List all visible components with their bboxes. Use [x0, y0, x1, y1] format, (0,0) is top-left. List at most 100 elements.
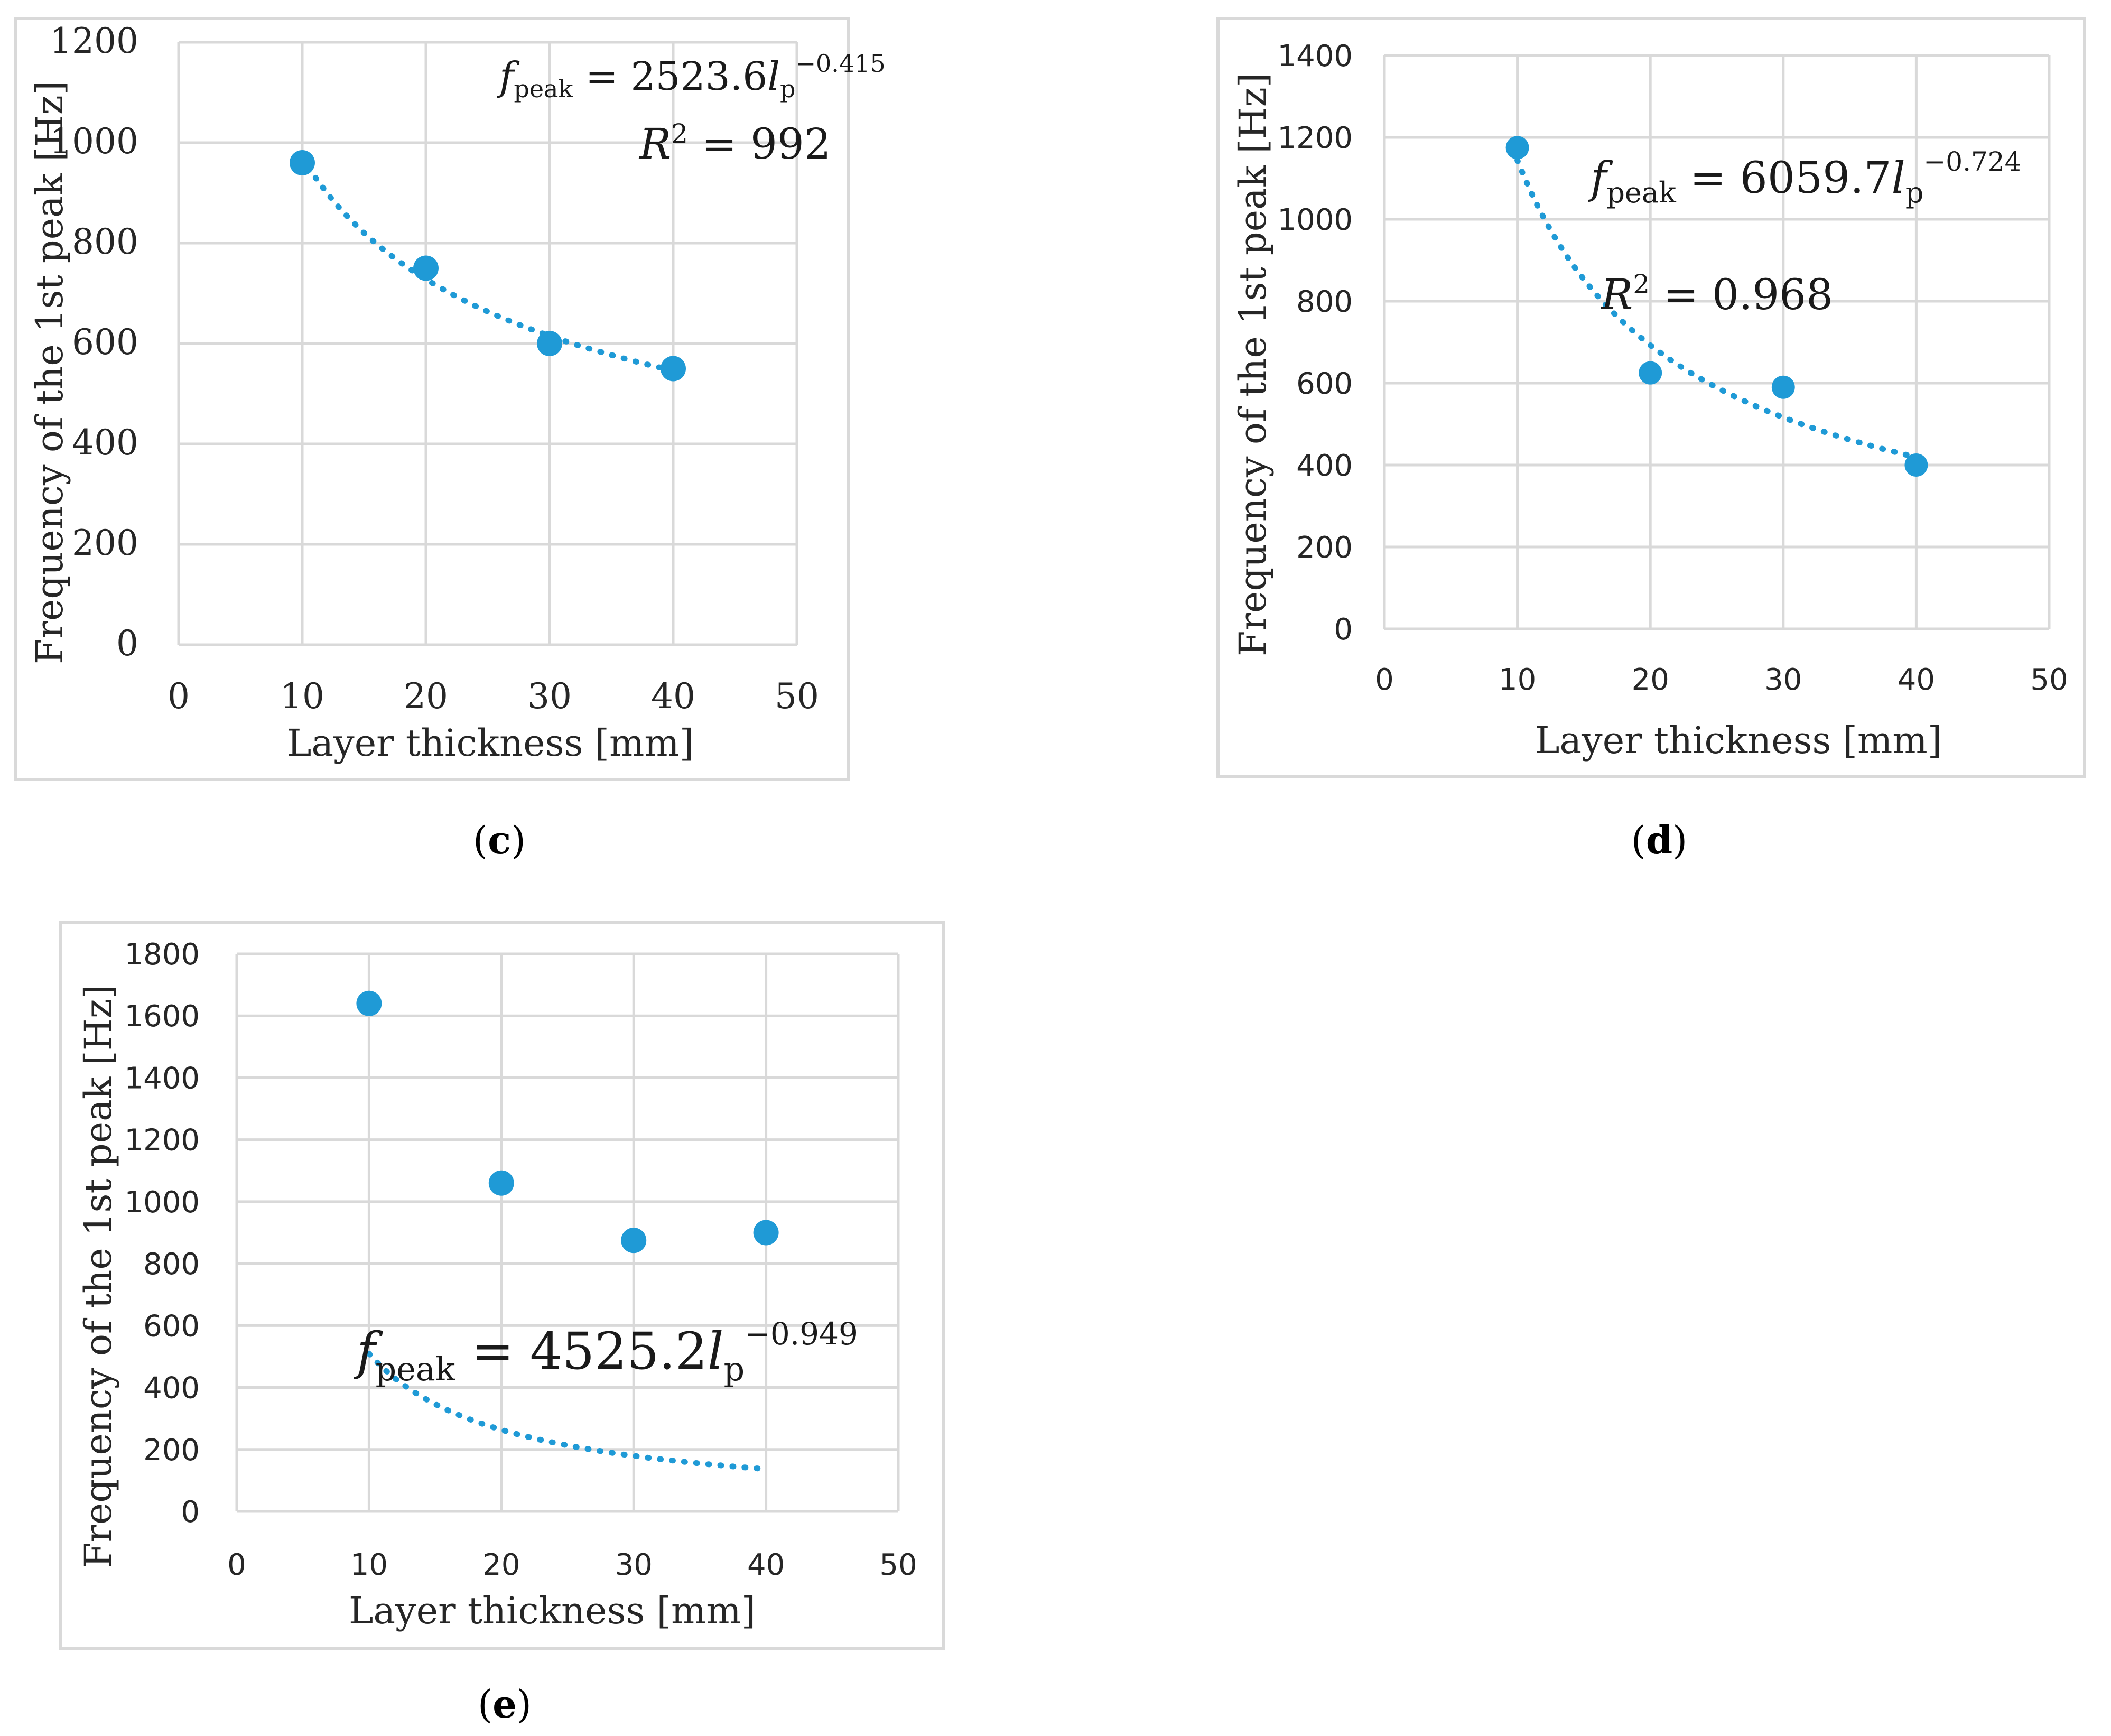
panel-c-y-tick-label: 200 — [72, 523, 138, 563]
panel-c-eq-mid: = 2523.6 — [573, 54, 767, 99]
panel-e-data-point — [488, 1170, 514, 1196]
panel-d-plot-area: 0 10 20 30 40 50 0 200 400 600 800 1000 1200 1400 — [1277, 39, 2068, 697]
panel-d-eq-l: l — [1892, 153, 1905, 203]
panel-e-y-tick-label: 400 — [143, 1371, 200, 1406]
panel-c-y-tick-label: 600 — [72, 322, 138, 363]
panel-c-r2-sup: 2 — [671, 118, 688, 149]
panel-e-power-trendline — [366, 1351, 769, 1472]
panel-d-caption-open: ( — [1631, 818, 1646, 862]
panel-e-x-tick-label: 10 — [350, 1548, 388, 1582]
panel-d-y-tick-label: 200 — [1296, 531, 1353, 565]
panel-e: 0 10 20 30 40 50 0 200 400 600 800 1000 1200 1400 1600… — [59, 921, 945, 1726]
panel-e-y-tick-label: 800 — [143, 1247, 200, 1282]
panel-d-eq-mid: = 6059.7 — [1676, 153, 1892, 203]
panel-c-caption-open: ( — [473, 818, 488, 862]
panel-e-x-tick-label: 50 — [879, 1548, 917, 1582]
panel-c-r-squared: R2 = 992 — [638, 118, 831, 169]
panel-d-x-tick-label: 0 — [1375, 663, 1394, 697]
panel-c-frame — [14, 17, 850, 781]
panel-e-caption-open: ( — [478, 1682, 492, 1726]
panel-e-data-point — [753, 1220, 779, 1246]
panel-d-y-tick-label: 1000 — [1277, 203, 1353, 237]
panel-e-eq-f-sub: peak — [376, 1350, 455, 1388]
panel-e-eq-l-sub: p — [724, 1350, 745, 1388]
panel-d-y-tick-label: 0 — [1334, 612, 1353, 647]
panel-c-eq-exp: −0.415 — [795, 49, 885, 78]
panel-e-x-tick-label: 40 — [747, 1548, 785, 1582]
panel-e-eq-exp: −0.949 — [745, 1316, 858, 1352]
panel-c-eq-l-sub: p — [780, 75, 795, 103]
panel-d-r2-rhs: = 0.968 — [1650, 270, 1833, 319]
panel-d-eq-l-sub: p — [1905, 176, 1924, 209]
panel-d-x-tick-label: 30 — [1764, 663, 1802, 697]
panel-e-y-tick-label: 1400 — [124, 1061, 200, 1096]
panel-d-data-point — [1904, 453, 1928, 477]
panel-e-y-tick-label: 1600 — [124, 999, 200, 1034]
panel-c-x-tick-label: 30 — [527, 676, 572, 717]
panel-d-y-tick-label: 1400 — [1277, 39, 1353, 73]
panel-c-r2-lhs: R — [638, 119, 671, 169]
panel-d-y-tick-label: 1200 — [1277, 121, 1353, 155]
panel-d-data-point — [1639, 361, 1662, 385]
panel-e-data-point — [621, 1228, 647, 1254]
panel-c-y-tick-label: 400 — [72, 422, 138, 463]
panel-c-x-tick-label: 50 — [775, 676, 819, 717]
panel-c-eq-f-sub: peak — [514, 75, 573, 103]
panel-c-caption: (c) — [473, 818, 526, 862]
panel-d-data-point — [1505, 136, 1529, 160]
panel-c-r2-rhs: = 992 — [688, 119, 831, 169]
panel-c-x-tick-label: 0 — [168, 676, 190, 717]
panel-d-y-tick-label: 400 — [1296, 449, 1353, 483]
panel-d-x-tick-label: 40 — [1898, 663, 1935, 697]
panel-e-y-tick-label: 600 — [143, 1309, 200, 1343]
panel-c: 0 10 20 30 40 50 0 200 400 600 800 1000 1200 Layer t… — [14, 17, 886, 862]
panel-e-x-tick-label: 30 — [615, 1548, 653, 1582]
panel-c-x-axis-label: Layer thickness [mm] — [287, 721, 694, 765]
panel-d-r2-lhs: R — [1600, 270, 1633, 319]
panel-e-y-tick-label: 200 — [143, 1433, 200, 1468]
panel-d-x-tick-label: 50 — [2030, 663, 2068, 697]
panel-c-plot-area: 0 10 20 30 40 50 0 200 400 600 800 1000 1200 — [50, 21, 819, 717]
panel-e-eq-mid: = 4525.2 — [455, 1322, 707, 1381]
panel-d-x-tick-label: 20 — [1632, 663, 1669, 697]
panel-c-y-tick-label: 800 — [72, 221, 138, 262]
panel-e-y-tick-label: 0 — [181, 1495, 200, 1529]
panel-e-y-tick-label: 1800 — [124, 937, 200, 972]
panel-c-data-point — [413, 255, 439, 281]
panel-c-power-trendline — [299, 154, 676, 374]
panel-c-y-axis-label: Frequency of the 1st peak [Hz] — [28, 81, 71, 664]
panel-e-y-tick-label: 1200 — [124, 1124, 200, 1158]
panel-e-caption-close: ) — [517, 1682, 532, 1726]
panel-c-data-point — [661, 356, 686, 382]
panel-d-r-squared: R2 = 0.968 — [1600, 269, 1833, 319]
panel-c-x-tick-label: 40 — [651, 676, 695, 717]
panel-c-caption-letter: c — [488, 818, 511, 862]
panel-c-x-tick-label: 10 — [280, 676, 324, 717]
panel-d-equation: fpeak = 6059.7lp−0.724 — [1587, 146, 2021, 209]
panel-d-x-tick-label: 10 — [1499, 663, 1536, 697]
panel-d-power-trendline — [1514, 157, 1919, 460]
panel-d-eq-exp: −0.724 — [1923, 146, 2021, 177]
panel-d-eq-f-sub: peak — [1606, 176, 1677, 209]
panel-e-x-axis-label: Layer thickness [mm] — [349, 1589, 756, 1632]
panel-e-plot-area: 0 10 20 30 40 50 0 200 400 600 800 1000 1200 1400 1600… — [124, 937, 917, 1582]
panel-e-caption-letter: e — [492, 1682, 517, 1726]
panel-e-x-tick-label: 20 — [482, 1548, 520, 1582]
panel-d-caption-letter: d — [1646, 818, 1672, 862]
panel-d-caption-close: ) — [1672, 818, 1687, 862]
panel-e-x-tick-label: 0 — [227, 1548, 246, 1582]
panel-e-y-axis-label: Frequency of the 1st peak [Hz] — [77, 985, 120, 1568]
panel-e-equation: fpeak = 4525.2lp−0.949 — [354, 1316, 858, 1388]
panel-d-x-axis-label: Layer thickness [mm] — [1535, 719, 1942, 762]
panel-d: 0 10 20 30 40 50 0 200 400 600 800 1000 1200 1400 Lay… — [1216, 17, 2086, 862]
panel-c-x-tick-label: 20 — [404, 676, 448, 717]
panel-d-data-point — [1771, 375, 1795, 399]
panel-d-r2-sup: 2 — [1633, 269, 1650, 300]
panel-c-y-tick-label: 0 — [116, 623, 138, 664]
panel-c-y-tick-label: 1200 — [50, 21, 138, 61]
panel-c-data-point — [537, 331, 562, 356]
panel-d-caption: (d) — [1631, 818, 1688, 862]
panel-c-data-point — [290, 150, 315, 175]
panel-e-y-tick-label: 1000 — [124, 1185, 200, 1220]
